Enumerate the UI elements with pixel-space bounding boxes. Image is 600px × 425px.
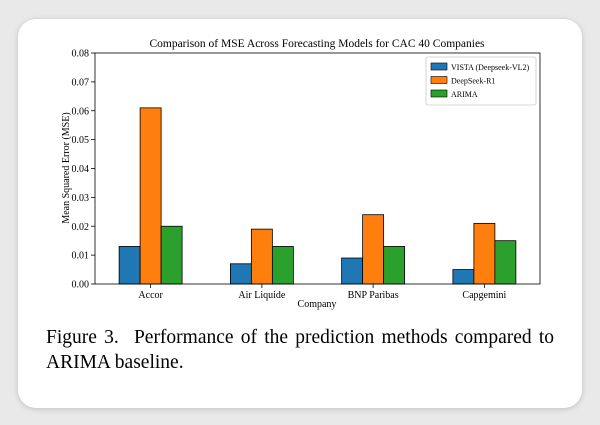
bar-vista-deepseek-vl2-accor <box>118 246 141 285</box>
y-tick-label: 0.04 <box>72 164 90 175</box>
bars-group <box>118 107 517 285</box>
plot-frame <box>94 52 541 285</box>
bar-vista-deepseek-vl2-air-liquide <box>229 263 252 285</box>
bar-arima-air-liquide <box>271 246 294 285</box>
y-tick-label: 0.08 <box>72 49 90 60</box>
bar-deepseek-r1-bnp-paribas <box>362 214 385 285</box>
x-tick-label: BNP Paribas <box>348 290 399 301</box>
x-tick-label: Air Liquide <box>238 290 285 301</box>
legend-swatch <box>430 76 448 84</box>
bar-arima-capgemini <box>494 240 517 285</box>
x-ticks-group: Accor Air Liquide BNP Paribas Capgemini <box>138 284 507 301</box>
y-tick-label: 0.03 <box>72 193 90 204</box>
chart-title: Comparison of MSE Across Forecasting Mod… <box>149 38 485 50</box>
y-axis-label: Mean Squared Error (MSE) <box>61 112 72 223</box>
figure-label: Figure 3. <box>46 327 119 348</box>
legend-label: VISTA (Deepseek-VL2) <box>451 63 530 72</box>
legend-box <box>425 56 537 106</box>
y-ticks-group: 0.00 0.01 0.02 0.03 0.04 0.05 0.06 0.07 0.08 <box>72 49 95 291</box>
bar-deepseek-r1-accor <box>139 107 162 285</box>
legend-label: DeepSeek-R1 <box>451 77 495 86</box>
bar-deepseek-r1-air-liquide <box>250 228 273 285</box>
legend: VISTA (Deepseek-VL2) DeepSeek-R1 ARIMA <box>425 56 537 106</box>
x-tick-label: Accor <box>138 290 163 301</box>
y-tick-label: 0.00 <box>72 280 90 291</box>
bar-arima-accor <box>160 225 183 285</box>
y-tick-label: 0.05 <box>72 135 90 146</box>
figure-caption-text: Performance of the prediction methods co… <box>46 327 554 373</box>
y-tick-label: 0.07 <box>72 77 90 88</box>
x-tick-label: Capgemini <box>462 290 506 301</box>
x-axis-label: Company <box>298 299 337 310</box>
bar-vista-deepseek-vl2-bnp-paribas <box>341 257 364 285</box>
legend-swatch <box>430 89 448 98</box>
bar-vista-deepseek-vl2-capgemini <box>452 269 475 285</box>
y-tick-label: 0.02 <box>72 222 90 233</box>
y-tick-label: 0.01 <box>72 251 90 262</box>
bar-deepseek-r1-capgemini <box>473 222 496 285</box>
figure-caption: Figure 3. Performance of the prediction … <box>46 325 554 375</box>
y-tick-label: 0.06 <box>72 106 90 117</box>
legend-label: ARIMA <box>451 90 478 99</box>
bar-arima-bnp-paribas <box>383 246 406 285</box>
legend-swatch <box>430 62 448 71</box>
